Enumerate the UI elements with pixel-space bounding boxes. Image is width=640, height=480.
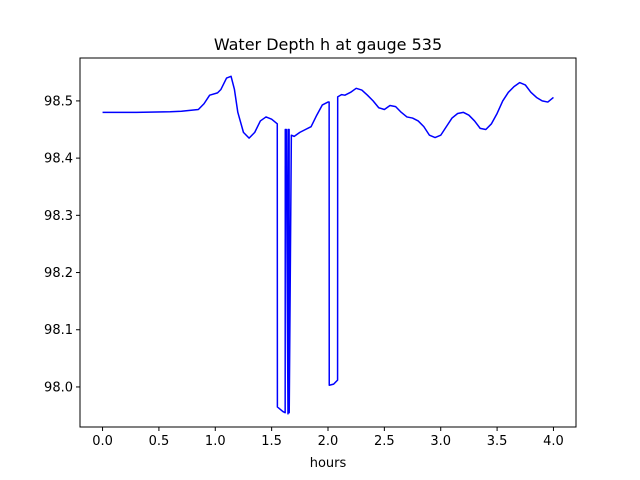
y-tick-label: 98.1: [44, 323, 73, 338]
x-tick-label: 3.0: [430, 434, 451, 449]
x-tick-label: 2.5: [374, 434, 395, 449]
x-tick-label: 1.5: [261, 434, 282, 449]
x-axis-ticks: 0.0 0.5 1.0 1.5 2.0 2.5 3.0 3.5 4.0: [92, 427, 564, 449]
y-tick-label: 98.5: [44, 94, 73, 109]
y-tick-label: 98.0: [44, 380, 73, 395]
x-axis-label: hours: [310, 456, 347, 471]
series-layer: [102, 75, 554, 415]
y-tick-label: 98.4: [44, 152, 73, 167]
x-tick-label: 0.0: [92, 434, 113, 449]
x-tick-label: 1.0: [205, 434, 226, 449]
chart-title: Water Depth h at gauge 535: [214, 35, 442, 54]
plot-frame: [79, 57, 577, 428]
y-axis-ticks: 98.0 98.1 98.2 98.3 98.4 98.5: [44, 94, 80, 395]
x-tick-label: 3.5: [487, 434, 508, 449]
x-tick-label: 0.5: [149, 434, 170, 449]
x-tick-label: 4.0: [543, 434, 564, 449]
x-tick-label: 2.0: [318, 434, 339, 449]
y-tick-label: 98.3: [44, 209, 73, 224]
y-tick-label: 98.2: [44, 266, 73, 281]
series-line-0: [102, 75, 554, 415]
